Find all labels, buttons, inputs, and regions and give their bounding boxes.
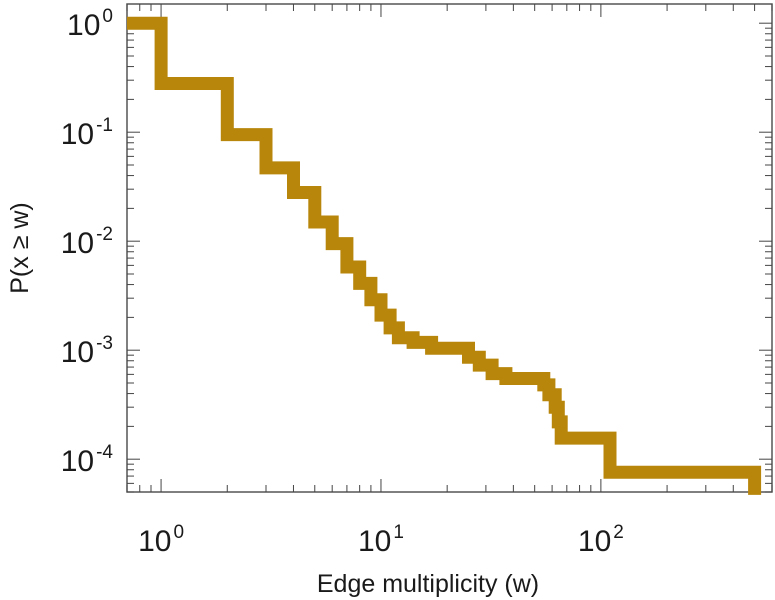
y-tick-label: 10 -2 [61, 224, 113, 260]
minor-ticks [126, 4, 773, 493]
x-tick-labels: 10 0 10 1 10 2 [138, 522, 624, 558]
x-tick-label: 10 2 [578, 522, 624, 558]
x-tick-label: 10 0 [138, 522, 184, 558]
y-axis-label: P(x ≥ w) [6, 202, 34, 294]
y-tick-label: 10 -1 [61, 115, 113, 151]
x-tick-label: 10 1 [358, 522, 404, 558]
y-tick-label: 10 0 [67, 6, 113, 42]
y-tick-label: 10 -3 [61, 333, 113, 369]
plot-frame [126, 3, 773, 493]
x-axis-label: Edge multiplicity (w) [317, 570, 539, 598]
y-tick-label: 10 -4 [61, 442, 114, 478]
data-layer [127, 16, 762, 495]
series-line-0 [127, 16, 762, 495]
